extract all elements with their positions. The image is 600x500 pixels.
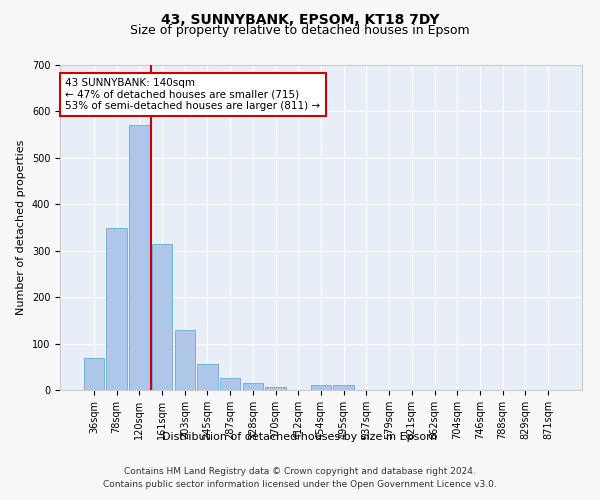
Bar	[242, 383, 263, 390]
Bar	[265, 387, 286, 390]
Text: Size of property relative to detached houses in Epsom: Size of property relative to detached ho…	[130, 24, 470, 37]
Text: 43, SUNNYBANK, EPSOM, KT18 7DY: 43, SUNNYBANK, EPSOM, KT18 7DY	[161, 12, 439, 26]
Text: Distribution of detached houses by size in Epsom: Distribution of detached houses by size …	[163, 432, 437, 442]
Bar	[311, 386, 331, 390]
Bar	[106, 228, 127, 390]
Text: Contains public sector information licensed under the Open Government Licence v3: Contains public sector information licen…	[103, 480, 497, 489]
Bar	[197, 364, 218, 390]
Bar	[129, 126, 149, 390]
Bar	[84, 358, 104, 390]
Bar	[175, 330, 195, 390]
Bar	[152, 244, 172, 390]
Y-axis label: Number of detached properties: Number of detached properties	[16, 140, 26, 315]
Text: Contains HM Land Registry data © Crown copyright and database right 2024.: Contains HM Land Registry data © Crown c…	[124, 468, 476, 476]
Bar	[220, 378, 241, 390]
Text: 43 SUNNYBANK: 140sqm
← 47% of detached houses are smaller (715)
53% of semi-deta: 43 SUNNYBANK: 140sqm ← 47% of detached h…	[65, 78, 320, 111]
Bar	[334, 386, 354, 390]
